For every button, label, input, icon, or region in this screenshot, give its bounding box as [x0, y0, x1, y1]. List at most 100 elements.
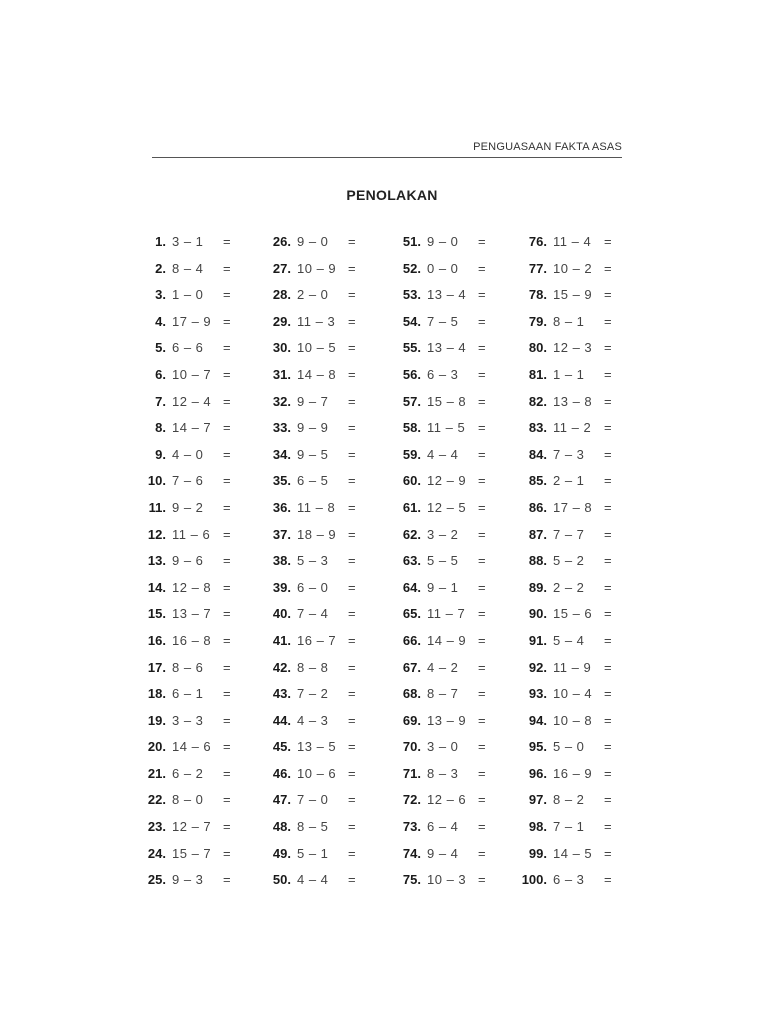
- equals-sign: =: [348, 872, 356, 888]
- problem-number: 81.: [528, 366, 547, 382]
- equals-sign: =: [348, 659, 356, 675]
- problem-expression: 12 – 4: [172, 393, 212, 409]
- equals-sign: =: [478, 446, 486, 462]
- problem-number: 80.: [528, 340, 547, 356]
- problem-number: 11.: [148, 499, 166, 515]
- equals-sign: =: [348, 553, 356, 569]
- subtraction-problem: 61. 12 – 5 =: [393, 498, 503, 525]
- subtraction-problem: 58. 11 – 5 =: [393, 418, 503, 445]
- equals-sign: =: [223, 553, 231, 569]
- problem-expression: 2 – 2: [553, 579, 585, 595]
- problem-expression: 9 – 7: [297, 393, 329, 409]
- subtraction-problem: 87. 7 – 7 =: [519, 525, 629, 552]
- problem-number: 47.: [272, 792, 291, 808]
- subtraction-problem: 20. 14 – 6 =: [138, 737, 248, 764]
- problem-number: 63.: [402, 553, 421, 569]
- problem-number: 43.: [272, 686, 291, 702]
- problem-number: 98.: [528, 819, 547, 835]
- problem-expression: 8 – 6: [172, 659, 204, 675]
- problem-number: 75.: [402, 872, 421, 888]
- problem-number: 83.: [528, 420, 547, 436]
- subtraction-problem: 16. 16 – 8 =: [138, 631, 248, 658]
- problem-number: 25.: [147, 872, 166, 888]
- equals-sign: =: [223, 765, 231, 781]
- equals-sign: =: [223, 632, 231, 648]
- problem-number: 57.: [402, 393, 421, 409]
- subtraction-problem: 45. 13 – 5 =: [263, 737, 373, 764]
- problem-expression: 12 – 9: [427, 473, 467, 489]
- problem-expression: 8 – 4: [172, 260, 204, 276]
- problem-expression: 12 – 3: [553, 340, 593, 356]
- equals-sign: =: [478, 819, 486, 835]
- subtraction-problem: 79. 8 – 1 =: [519, 312, 629, 339]
- problem-expression: 5 – 5: [427, 553, 459, 569]
- equals-sign: =: [478, 606, 486, 622]
- subtraction-problem: 15. 13 – 7 =: [138, 604, 248, 631]
- equals-sign: =: [478, 234, 486, 249]
- equals-sign: =: [478, 313, 486, 329]
- problem-number: 86.: [528, 499, 547, 515]
- problem-expression: 3 – 1: [172, 234, 204, 249]
- equals-sign: =: [223, 393, 231, 409]
- problem-expression: 17 – 9: [172, 313, 212, 329]
- equals-sign: =: [223, 420, 231, 436]
- equals-sign: =: [604, 499, 612, 515]
- problem-expression: 9 – 0: [427, 234, 459, 249]
- problem-expression: 5 – 1: [297, 845, 329, 861]
- equals-sign: =: [604, 686, 612, 702]
- problem-expression: 11 – 9: [553, 659, 592, 675]
- problem-expression: 9 – 2: [172, 499, 204, 515]
- equals-sign: =: [348, 340, 356, 356]
- equals-sign: =: [478, 393, 486, 409]
- running-header: PENGUASAAN FAKTA ASAS: [473, 141, 622, 153]
- problem-expression: 10 – 9: [297, 260, 337, 276]
- problem-number: 8.: [155, 420, 166, 436]
- equals-sign: =: [604, 845, 612, 861]
- problem-expression: 9 – 9: [297, 420, 329, 436]
- subtraction-problem: 31. 14 – 8 =: [263, 365, 373, 392]
- equals-sign: =: [223, 659, 231, 675]
- problem-expression: 6 – 2: [172, 765, 204, 781]
- problem-number: 27.: [272, 260, 291, 276]
- subtraction-problem: 94. 10 – 8 =: [519, 711, 629, 738]
- problem-expression: 14 – 5: [553, 845, 593, 861]
- problem-expression: 15 – 8: [427, 393, 467, 409]
- subtraction-problem: 7. 12 – 4 =: [138, 392, 248, 419]
- problem-number: 72.: [402, 792, 421, 808]
- equals-sign: =: [604, 287, 612, 303]
- problem-number: 34.: [272, 446, 291, 462]
- problem-expression: 8 – 7: [427, 686, 459, 702]
- equals-sign: =: [604, 420, 612, 436]
- problem-number: 29.: [272, 313, 291, 329]
- equals-sign: =: [348, 579, 356, 595]
- subtraction-problem: 13. 9 – 6 =: [138, 551, 248, 578]
- problem-expression: 2 – 1: [553, 473, 585, 489]
- equals-sign: =: [223, 473, 231, 489]
- equals-sign: =: [478, 659, 486, 675]
- equals-sign: =: [478, 686, 486, 702]
- subtraction-problem: 5. 6 – 6 =: [138, 338, 248, 365]
- equals-sign: =: [348, 366, 356, 382]
- problem-number: 1.: [155, 234, 166, 249]
- problem-number: 4.: [155, 313, 166, 329]
- problem-number: 10.: [147, 473, 166, 489]
- problem-number: 68.: [402, 686, 421, 702]
- subtraction-problem: 53. 13 – 4 =: [393, 285, 503, 312]
- problem-expression: 7 – 0: [297, 792, 329, 808]
- equals-sign: =: [604, 526, 612, 542]
- problem-expression: 6 – 4: [427, 819, 459, 835]
- problem-expression: 11 – 5: [427, 420, 466, 436]
- subtraction-problem: 18. 6 – 1 =: [138, 684, 248, 711]
- subtraction-problem: 66. 14 – 9 =: [393, 631, 503, 658]
- equals-sign: =: [348, 287, 356, 303]
- problem-expression: 7 – 4: [297, 606, 329, 622]
- problem-expression: 7 – 5: [427, 313, 459, 329]
- problem-expression: 9 – 0: [297, 234, 329, 249]
- equals-sign: =: [223, 606, 231, 622]
- subtraction-problem: 47. 7 – 0 =: [263, 790, 373, 817]
- problem-number: 21.: [147, 765, 166, 781]
- problem-number: 23.: [147, 819, 166, 835]
- subtraction-problem: 50. 4 – 4 =: [263, 870, 373, 897]
- subtraction-problem: 88. 5 – 2 =: [519, 551, 629, 578]
- problem-number: 100.: [521, 872, 547, 888]
